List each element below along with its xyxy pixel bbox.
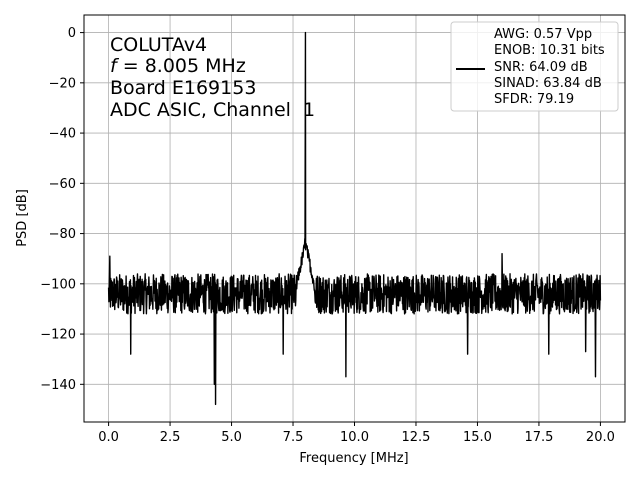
grid	[84, 15, 625, 422]
series-layer	[107, 31, 602, 406]
annotation-device: COLUTAv4	[110, 34, 207, 56]
annotation-frequency-var: f	[110, 55, 120, 77]
x-tick-label: 7.5	[283, 430, 304, 445]
y-tick-label: −80	[49, 227, 76, 242]
y-tick-label: −60	[49, 177, 76, 192]
legend-box	[450, 21, 619, 112]
x-tick-label: 2.5	[160, 430, 181, 445]
legend: AWG: 0.57 Vpp ENOB: 10.31 bits SNR: 64.0…	[450, 21, 619, 112]
x-tick-label: 15.0	[463, 430, 492, 445]
y-tick-label: 0	[68, 26, 76, 41]
x-tick-label: 10.0	[340, 430, 369, 445]
annotation-board: Board E169153	[110, 77, 256, 99]
y-tick-label: −40	[49, 127, 76, 142]
y-tick-label: −120	[40, 328, 76, 343]
legend-enob: ENOB: 10.31 bits	[494, 43, 605, 58]
x-tick-label: 5.0	[221, 430, 242, 445]
x-axis-label: Frequency [MHz]	[299, 451, 408, 466]
x-tick-label: 12.5	[402, 430, 431, 445]
tick-layer: 0.0 2.5 5.0 7.5 10.0 12.5 15.0 17.5 20.0 0 −20 −40 −…	[40, 26, 615, 445]
legend-sinad: SINAD: 63.84 dB	[494, 76, 602, 91]
annotation-channel: ADC ASIC, Channel 1	[110, 99, 315, 121]
legend-snr: SNR: 64.09 dB	[494, 60, 588, 75]
y-tick-label: −100	[40, 277, 76, 292]
x-tick-label: 0.0	[98, 430, 119, 445]
x-tick-label: 20.0	[586, 430, 615, 445]
chart-annotation: COLUTAv4 f = 8.005 MHz Board E169153 ADC…	[110, 34, 315, 121]
legend-sfdr: SFDR: 79.19	[494, 92, 574, 107]
x-tick-label: 17.5	[524, 430, 553, 445]
y-axis-label: PSD [dB]	[15, 189, 30, 247]
legend-awg: AWG: 0.57 Vpp	[494, 27, 592, 42]
y-tick-label: −20	[49, 76, 76, 91]
psd-trace	[107, 31, 602, 406]
annotation-frequency: f = 8.005 MHz	[110, 55, 246, 77]
y-tick-label: −140	[40, 378, 76, 393]
annotation-frequency-value: = 8.005 MHz	[117, 55, 246, 77]
